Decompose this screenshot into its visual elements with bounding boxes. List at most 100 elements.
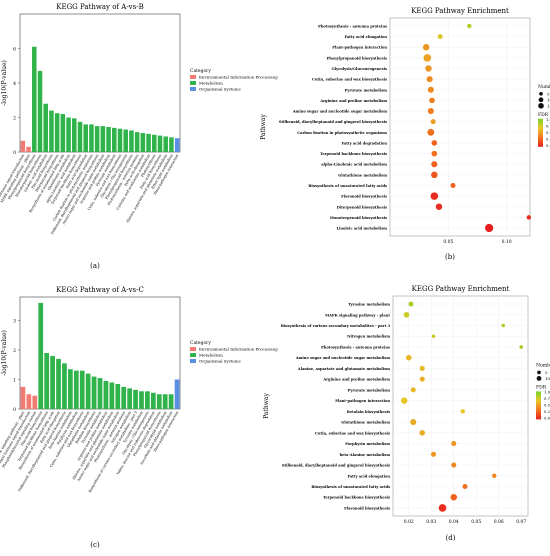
bar — [97, 378, 103, 409]
plot-frame — [389, 17, 531, 237]
bar — [146, 133, 151, 152]
pathway-label: Tyrosine metabolism — [348, 303, 390, 307]
color-legend-label: 0.25 — [544, 409, 550, 414]
pathway-label: Linoleic acid metabolism — [336, 227, 387, 231]
pathway-label: Photosynthesis - antenna proteins — [318, 24, 387, 28]
bar — [20, 386, 26, 409]
bar — [140, 133, 146, 152]
size-legend-title: Number — [536, 362, 550, 368]
pathway-label: Flavonoid biosynthesis — [341, 195, 387, 199]
data-point — [451, 441, 457, 447]
bar — [157, 135, 163, 152]
pathway-label: Diterpenoid biosynthesis — [337, 205, 387, 209]
color-legend-title: FDR — [536, 384, 547, 390]
pathway-label: Betalain biosynthesis — [347, 410, 390, 414]
size-legend-label: 15 — [547, 103, 550, 108]
pathway-label: Glutathione metabolism — [338, 173, 387, 177]
pathway-label: Biosynthesis of various secondary metabo… — [281, 324, 391, 328]
pathway-label: MAPK signaling pathway - plant — [325, 313, 390, 317]
chart-title: KEGG Pathway Enrichment — [411, 7, 509, 15]
bar — [94, 126, 100, 152]
chart-title: KEGG Pathway of A-vs-B — [56, 3, 144, 11]
legend-title: Category — [190, 68, 211, 74]
data-point — [430, 451, 437, 457]
pathway-label: Photosynthesis - antenna proteins — [321, 345, 390, 349]
bar — [37, 70, 43, 152]
pathway-label: Flavonoid biosynthesis — [344, 506, 390, 510]
bar — [20, 140, 26, 152]
pathway-label: Pyruvate metabolism — [348, 388, 391, 392]
size-legend-dot — [538, 97, 544, 103]
bar — [139, 391, 144, 409]
legend-swatch — [190, 74, 196, 79]
pathway-label: Fatty acid degradation — [342, 141, 388, 145]
x-tick-label: 0.02 — [404, 519, 414, 525]
pathway-label: alpha-Linolenic acid metabolism — [321, 163, 387, 167]
pathway-label: Fatty acid elongation — [344, 35, 387, 39]
panel-label: (d) — [446, 534, 456, 542]
bar — [103, 381, 109, 409]
bubble-chart-(b): KEGG Pathway Enrichment 0.05 0.10 Photosynt… — [260, 7, 550, 261]
x-tick-label: 0.05 — [471, 519, 481, 525]
pathway-label: Nitrogen metabolism — [347, 335, 390, 339]
pathway-label: Carbon fixation in photosynthetic organi… — [297, 131, 387, 135]
pathway-label: Arginine and proline metabolism — [319, 99, 387, 103]
y-tick-label: 2 — [13, 116, 16, 122]
data-point — [431, 161, 438, 168]
bar — [174, 138, 180, 152]
bar — [169, 137, 174, 152]
pathway-label: Phenylpropanoid biosynthesis — [327, 56, 387, 60]
color-legend-title: FDR — [538, 112, 549, 118]
pathway-label: Biosynthesis of unsaturated fatty acids — [308, 184, 387, 188]
size-legend-label: 5 — [547, 91, 550, 96]
pathway-label: Amino sugar and nucleotide sugar metabol… — [295, 356, 390, 360]
x-tick-label: 0.06 — [494, 519, 504, 525]
pathway-label: Plant-pathogen interaction — [332, 46, 387, 50]
data-point — [438, 504, 447, 512]
bar — [68, 369, 73, 409]
data-point — [423, 54, 432, 62]
size-legend-dot — [537, 370, 541, 375]
pathway-label: Pyruvate metabolism — [345, 88, 388, 92]
bar — [43, 103, 48, 152]
data-point — [437, 34, 443, 40]
pathway-label: Cutin, suberine and wax biosynthesis — [315, 431, 390, 435]
x-tick-label: 0.07 — [516, 519, 526, 525]
data-point — [501, 323, 506, 328]
color-legend-label: 1.00 — [546, 117, 550, 122]
color-legend-label: 0.75 — [546, 123, 550, 128]
x-tick-label: 0.05 — [443, 239, 453, 245]
legend-swatch — [190, 347, 196, 352]
data-point — [519, 345, 524, 349]
pathway-label: Cutin, suberine and wax biosynthesis — [312, 78, 387, 82]
pathway-label: Stilbenoid, diarylheptanoid and gingerol… — [279, 120, 387, 124]
bubble-chart-(d): KEGG Pathway Enrichment 0.02 0.03 0.04 0.05 0… — [263, 285, 550, 542]
bar — [150, 392, 156, 409]
y-tick-label: 4 — [13, 81, 16, 87]
bar — [56, 358, 61, 409]
pathway-label: Terpenoid backbone biosynthesis — [320, 152, 387, 156]
chart-title: KEGG Pathway of A-vs-C — [56, 286, 144, 294]
pathway-label: Glycolysis/Gluconeogenesis — [332, 67, 387, 71]
size-legend-dot — [538, 102, 544, 109]
bar-chart-(a): KEGG Pathway of A-vs-B 0 2 4 6 -log10(P-value… — [0, 3, 278, 270]
bar — [152, 134, 157, 152]
color-legend-label: 0.00 — [544, 415, 550, 420]
data-point — [403, 311, 410, 318]
data-point — [410, 419, 417, 426]
data-point — [430, 119, 436, 125]
data-point — [419, 365, 425, 371]
color-legend-label: 1.00 — [544, 389, 550, 394]
chart-title: KEGG Pathway Enrichment — [412, 285, 510, 293]
legend-swatch — [190, 86, 196, 91]
size-legend-label: 10 — [545, 376, 550, 381]
pathway-label: Terpenoid backbone biosynthesis — [323, 496, 390, 500]
panel-label: (c) — [90, 541, 100, 549]
color-bar — [536, 391, 541, 420]
data-point — [405, 354, 412, 361]
size-legend-title: Number — [538, 84, 550, 90]
data-point — [450, 182, 456, 189]
bar — [32, 46, 37, 152]
bar — [174, 379, 180, 409]
color-legend-label: 0.50 — [544, 402, 550, 407]
